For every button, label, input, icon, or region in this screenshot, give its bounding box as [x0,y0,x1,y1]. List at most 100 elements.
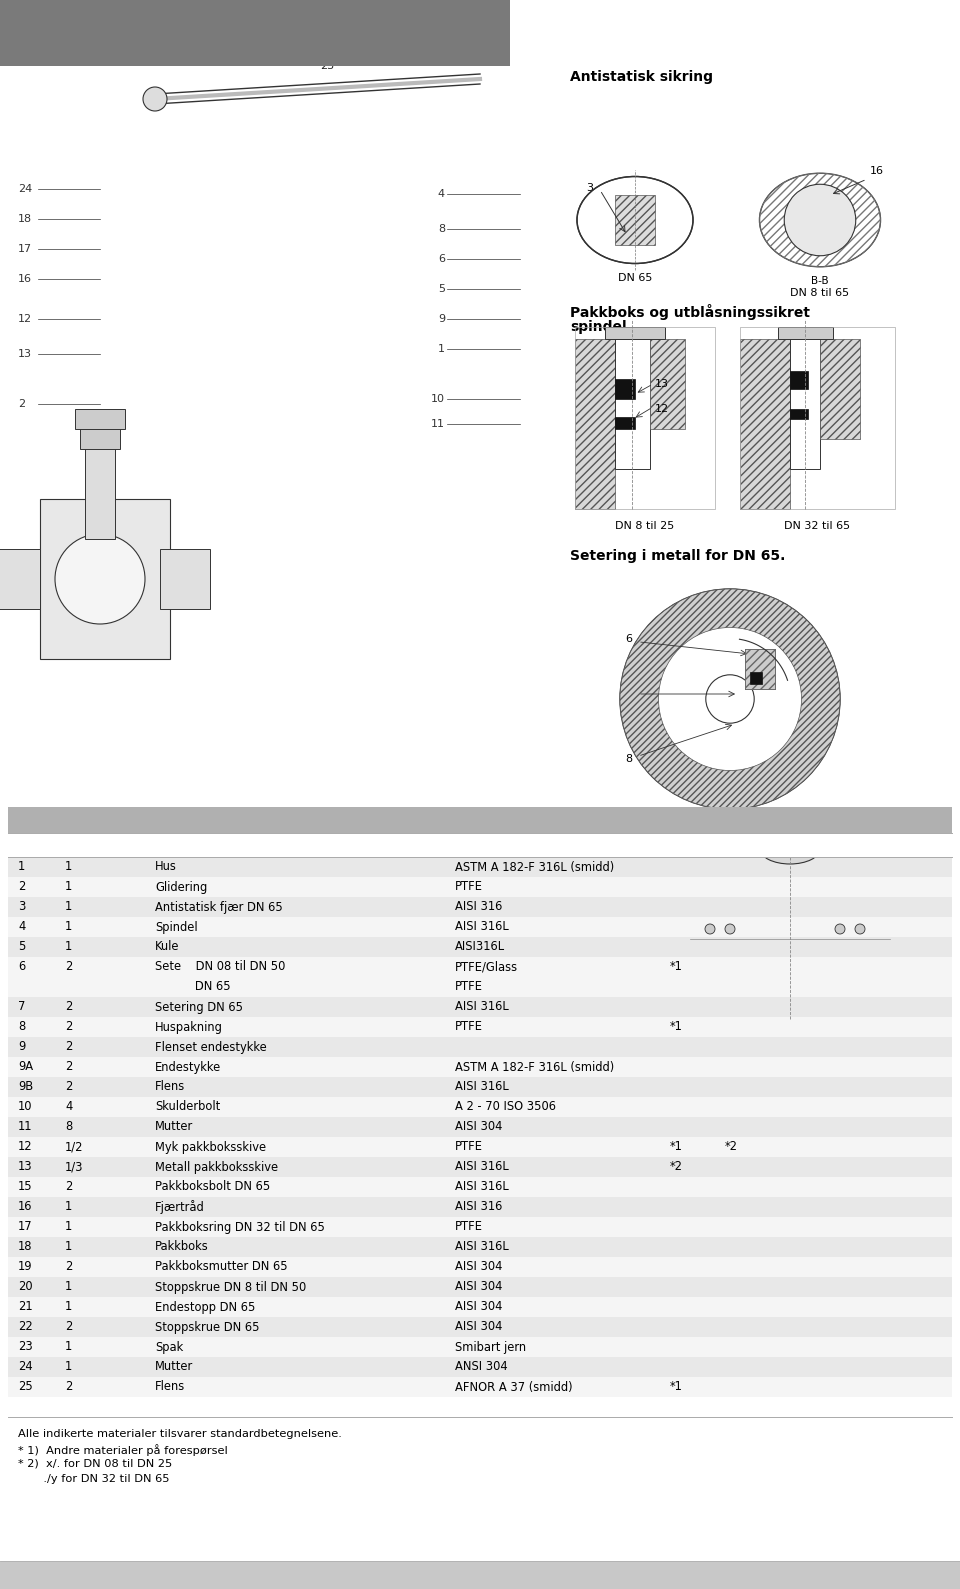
Text: 24: 24 [18,1360,33,1373]
Text: B-B: B-B [811,276,828,286]
Text: PTFE: PTFE [455,980,483,993]
Text: 1: 1 [65,1341,72,1354]
Text: 21: 21 [656,864,670,874]
Text: 20: 20 [18,1281,33,1293]
Text: 2: 2 [65,1020,72,1033]
Text: Smibart jern: Smibart jern [455,1341,526,1354]
Bar [8,1077,952,1096]
Text: Stoppskrue DN 65: Stoppskrue DN 65 [155,1320,259,1333]
Text: 17: 17 [18,1220,33,1233]
Text: Antistatisk sikring: Antistatisk sikring [570,70,713,84]
Bar [615,416,635,429]
Circle shape [620,590,840,809]
Bar [820,338,860,439]
Text: 5: 5 [18,941,25,953]
Text: PTFE: PTFE [455,1141,483,1154]
Bar [8,996,952,1017]
Circle shape [835,923,845,934]
Bar [75,408,125,429]
Bar [85,439,115,539]
Text: AISI 304: AISI 304 [455,1120,502,1133]
Text: *1: *1 [670,1381,683,1394]
Text: * 1)  Andre materialer på forespørsel: * 1) Andre materialer på forespørsel [18,1444,228,1456]
Text: ASTM A 182-F 316L (smidd): ASTM A 182-F 316L (smidd) [455,861,614,874]
Text: Flens: Flens [155,1081,185,1093]
Text: Kuleventil Type V16: Kuleventil Type V16 [10,16,243,37]
Bar [40,499,170,659]
Text: 8: 8 [438,224,445,234]
Text: Flens: Flens [155,1381,185,1394]
Text: 16: 16 [18,273,32,284]
Text: 2: 2 [18,880,25,893]
Text: ASTM A 182-F 316L (smidd): ASTM A 182-F 316L (smidd) [455,1060,614,1074]
Text: AISI 316: AISI 316 [455,1201,502,1214]
Text: 13: 13 [18,1160,33,1174]
Bar [8,877,952,898]
Text: 12: 12 [18,1141,33,1154]
Wedge shape [620,590,840,809]
Bar [8,1177,952,1197]
Text: AISI 316L: AISI 316L [455,920,509,933]
Text: Kule: Kule [155,941,180,953]
Text: 4: 4 [438,189,445,199]
Text: DN 8 til 25: DN 8 til 25 [615,521,675,531]
Bar [8,1236,952,1257]
Circle shape [143,87,167,111]
Text: PTFE: PTFE [455,880,483,893]
Bar [8,1357,952,1378]
Ellipse shape [760,834,820,864]
Text: 22: 22 [656,829,670,839]
Text: *1: *1 [670,1020,683,1033]
Text: AISI 316L: AISI 316L [455,1241,509,1254]
Text: DN 65: DN 65 [155,980,230,993]
Text: 9B: 9B [18,1081,34,1093]
Text: *1: *1 [670,1141,683,1154]
Bar [8,1378,952,1397]
Text: 24: 24 [18,184,33,194]
Ellipse shape [759,173,880,267]
Text: 2: 2 [65,1041,72,1054]
Text: 22: 22 [18,1320,33,1333]
Text: AISI 316L: AISI 316L [455,1181,509,1193]
Text: 4: 4 [18,920,25,933]
Text: 1/3: 1/3 [65,1160,84,1174]
Bar [760,849,820,864]
Text: 17: 17 [18,245,32,254]
Text: DN 8 til 65: DN 8 til 65 [790,288,850,299]
Text: 19: 19 [910,864,924,874]
Text: AISI316L: AISI316L [455,941,505,953]
Text: *2: *2 [725,1141,738,1154]
Text: 11: 11 [431,419,445,429]
Bar [8,1278,952,1297]
Bar [8,1157,952,1177]
Text: 19: 19 [18,1260,33,1273]
Text: 2: 2 [65,1320,72,1333]
Text: 12: 12 [655,404,669,415]
Text: 1: 1 [65,1201,72,1214]
Text: 7: 7 [625,690,632,699]
Bar [720,849,775,918]
Text: 15: 15 [910,829,924,839]
Text: Alle indikerte materialer tilsvarer standardbetegnelsene.: Alle indikerte materialer tilsvarer stan… [18,1429,342,1440]
Text: Pakkboks og utblåsningssikret: Pakkboks og utblåsningssikret [570,303,810,319]
Ellipse shape [55,534,145,624]
Text: 3: 3 [586,183,593,192]
Circle shape [784,184,855,256]
Text: Ant.: Ant. [65,839,94,852]
Bar [8,957,952,977]
Bar [0,0,510,67]
Text: 1: 1 [18,861,25,874]
Bar [790,408,808,419]
Text: AISI 304: AISI 304 [455,1281,502,1293]
Circle shape [725,923,735,934]
Text: 15: 15 [18,1181,33,1193]
Text: 16: 16 [18,1201,33,1214]
Text: Flenset endestykke: Flenset endestykke [155,1041,267,1054]
Text: 23: 23 [320,60,334,72]
Text: 1: 1 [65,1360,72,1373]
Text: PTFE: PTFE [455,1020,483,1033]
Text: DN 65: DN 65 [618,273,652,283]
Text: Pentair forbeholder seg retten til endringer uten forvarsel: Pentair forbeholder seg retten til endri… [16,1568,357,1581]
Text: 9: 9 [438,315,445,324]
Text: Myk pakkboksskive: Myk pakkboksskive [155,1141,266,1154]
